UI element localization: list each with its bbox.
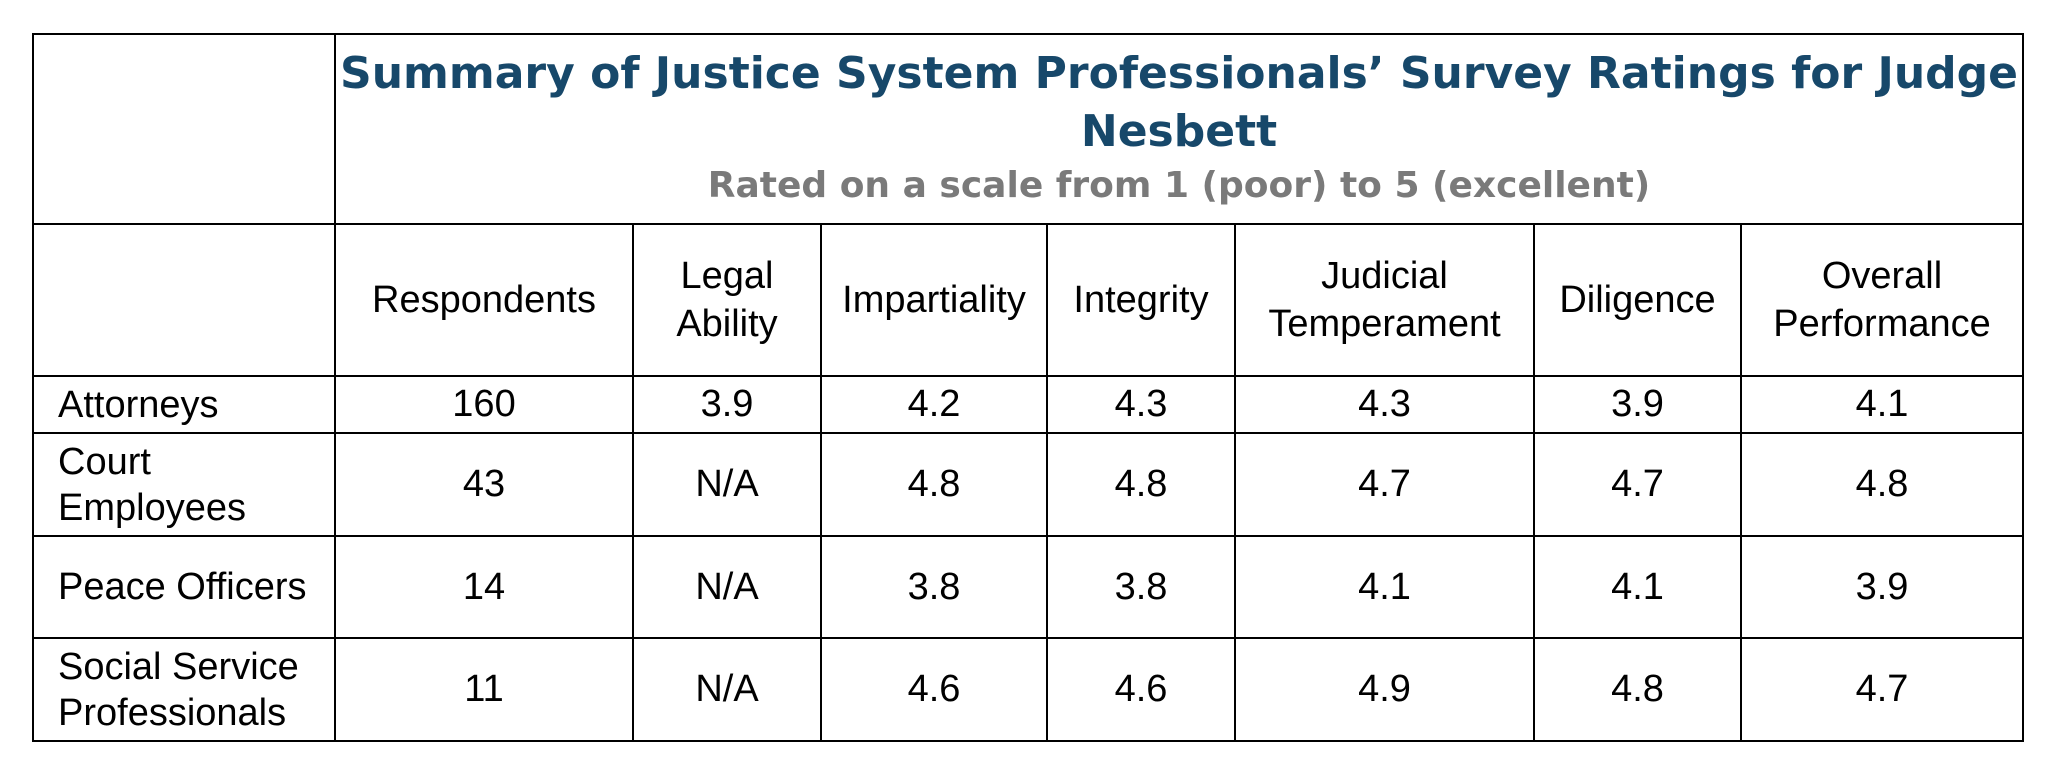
column-header-overall-performance: Overall Performance bbox=[1739, 223, 2025, 377]
table-cell: 43 bbox=[334, 432, 634, 537]
header-row: Respondents Legal Ability Impartiality I… bbox=[32, 223, 2025, 377]
table-cell: 3.8 bbox=[1046, 535, 1236, 639]
table-cell: 4.1 bbox=[1234, 535, 1535, 639]
table-cell: 4.3 bbox=[1234, 375, 1535, 434]
table-cell: N/A bbox=[632, 637, 822, 742]
table-row: Attorneys 160 3.9 4.2 4.3 4.3 3.9 4.1 bbox=[32, 375, 2025, 434]
table-cell: 11 bbox=[334, 637, 634, 742]
table-row: Peace Officers 14 N/A 3.8 3.8 4.1 4.1 3.… bbox=[32, 535, 2025, 639]
row-label-attorneys: Attorneys bbox=[32, 375, 336, 434]
table-cell: 3.9 bbox=[1739, 535, 2025, 639]
ratings-table: Summary of Justice System Professionals’… bbox=[32, 33, 2025, 742]
table-cell: 4.3 bbox=[1046, 375, 1236, 434]
table-cell: 4.8 bbox=[820, 432, 1048, 537]
column-header-integrity: Integrity bbox=[1046, 223, 1236, 377]
table-cell: 3.9 bbox=[632, 375, 822, 434]
table-cell: 4.8 bbox=[1533, 637, 1742, 742]
table-title: Summary of Justice System Professionals’… bbox=[340, 48, 2018, 157]
column-header-legal-ability: Legal Ability bbox=[632, 223, 822, 377]
table-subtitle: Rated on a scale from 1 (poor) to 5 (exc… bbox=[707, 165, 1651, 206]
table-cell: 4.8 bbox=[1739, 432, 2025, 537]
summary-table-container: Summary of Justice System Professionals’… bbox=[32, 33, 2025, 742]
title-cell: Summary of Justice System Professionals’… bbox=[333, 33, 2025, 225]
table-cell: 4.7 bbox=[1739, 637, 2025, 742]
table-cell: 4.8 bbox=[1046, 432, 1236, 537]
row-label-social-service-professionals: Social Service Professionals bbox=[32, 637, 336, 742]
table-cell: 160 bbox=[334, 375, 634, 434]
table-cell: 4.9 bbox=[1234, 637, 1535, 742]
table-cell: N/A bbox=[632, 432, 822, 537]
table-cell: 4.1 bbox=[1533, 535, 1742, 639]
table-cell: 4.1 bbox=[1739, 375, 2025, 434]
table-cell: 4.6 bbox=[820, 637, 1048, 742]
corner-cell bbox=[32, 33, 336, 225]
column-header-judicial-temperament: Judicial Temperament bbox=[1234, 223, 1535, 377]
table-cell: 4.7 bbox=[1533, 432, 1742, 537]
table-row: Court Employees 43 N/A 4.8 4.8 4.7 4.7 4… bbox=[32, 432, 2025, 537]
header-corner-cell bbox=[32, 223, 336, 377]
table-cell: N/A bbox=[632, 535, 822, 639]
column-header-impartiality: Impartiality bbox=[820, 223, 1048, 377]
column-header-diligence: Diligence bbox=[1533, 223, 1742, 377]
title-row: Summary of Justice System Professionals’… bbox=[32, 33, 2025, 225]
table-cell: 4.7 bbox=[1234, 432, 1535, 537]
row-label-court-employees: Court Employees bbox=[32, 432, 336, 537]
table-cell: 14 bbox=[334, 535, 634, 639]
row-label-peace-officers: Peace Officers bbox=[32, 535, 336, 639]
table-cell: 3.9 bbox=[1533, 375, 1742, 434]
table-cell: 3.8 bbox=[820, 535, 1048, 639]
table-cell: 4.6 bbox=[1046, 637, 1236, 742]
column-header-respondents: Respondents bbox=[334, 223, 634, 377]
table-row: Social Service Professionals 11 N/A 4.6 … bbox=[32, 637, 2025, 742]
table-cell: 4.2 bbox=[820, 375, 1048, 434]
